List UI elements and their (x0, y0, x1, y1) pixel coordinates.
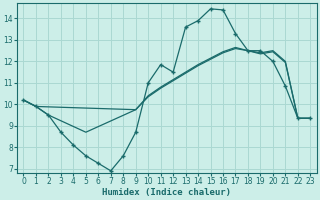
X-axis label: Humidex (Indice chaleur): Humidex (Indice chaleur) (102, 188, 231, 197)
